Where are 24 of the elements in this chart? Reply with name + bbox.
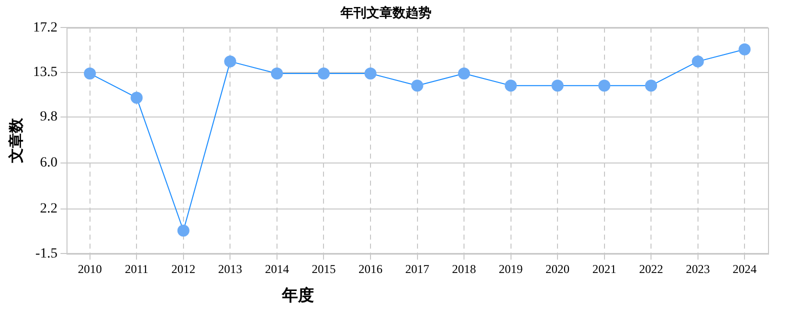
x-tick-label: 2023 <box>686 262 710 276</box>
x-tick-label: 2021 <box>592 262 616 276</box>
x-axis-title: 年度 <box>280 286 314 305</box>
x-tick-label: 2017 <box>405 262 430 276</box>
x-tick-label: 2019 <box>498 262 523 276</box>
y-tick-label: 9.8 <box>40 110 58 125</box>
x-tick-label: 2016 <box>358 262 382 276</box>
y-axis-title: 文章数 <box>6 117 25 164</box>
chart-title: 年刊文章数趋势 <box>340 5 432 20</box>
y-tick-label: 17.2 <box>33 20 58 36</box>
x-tick-label: 2011 <box>124 262 148 276</box>
x-tick-label: 2020 <box>546 262 570 276</box>
x-tick-label: 2012 <box>171 262 196 276</box>
x-tick-label: 2010 <box>78 262 102 276</box>
x-tick-label: 2022 <box>639 262 664 276</box>
y-tick-label: 6.0 <box>40 156 58 171</box>
x-tick-label: 2013 <box>218 262 242 276</box>
x-tick-label: 2015 <box>312 262 336 276</box>
y-tick-label: 13.5 <box>33 64 58 80</box>
x-tick-label: 2018 <box>452 262 476 276</box>
y-tick-label: 2.2 <box>40 202 58 217</box>
x-tick-label: 2024 <box>732 262 757 276</box>
x-tick-label: 2014 <box>264 262 289 276</box>
y-tick-label: -1.5 <box>35 246 58 262</box>
